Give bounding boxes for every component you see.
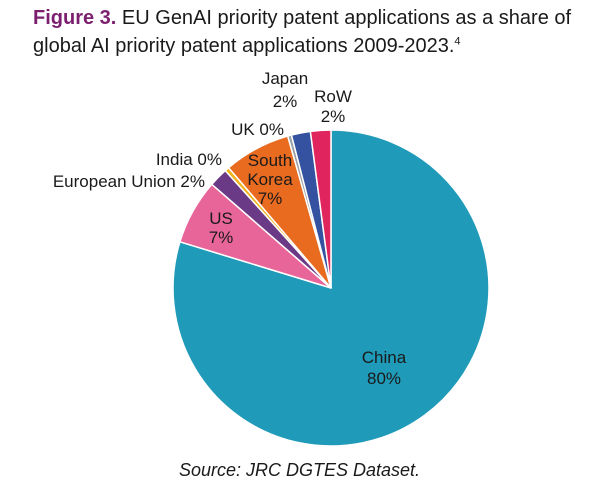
footnote-marker: 4	[454, 35, 461, 48]
pie-slices	[172, 129, 490, 447]
slice-label-uk: UK 0%	[231, 120, 284, 139]
slice-labels: China 80% US 7%European Union 2% India 0% Sou…	[53, 69, 407, 388]
slice-label-us: US 7%	[209, 209, 234, 247]
figure-title-text: EU GenAI priority patent applications as…	[33, 7, 572, 57]
slice-label-row: RoW 2%	[314, 87, 352, 126]
figure-title: Figure 3. EU GenAI priority patent appli…	[33, 4, 573, 60]
source-note: Source: JRC DGTES Dataset.	[178, 460, 421, 480]
figure-label: Figure 3.	[33, 7, 117, 29]
slice-label-india: India 0%	[156, 150, 222, 169]
pie-slice-row	[309, 129, 332, 289]
slice-label-south-korea: South Korea 7%	[247, 151, 293, 208]
slice-label-japan: Japan 2%	[262, 69, 308, 111]
slice-label-china: China 80%	[362, 348, 407, 388]
slice-label-european-union: European Union 2%	[53, 172, 205, 191]
